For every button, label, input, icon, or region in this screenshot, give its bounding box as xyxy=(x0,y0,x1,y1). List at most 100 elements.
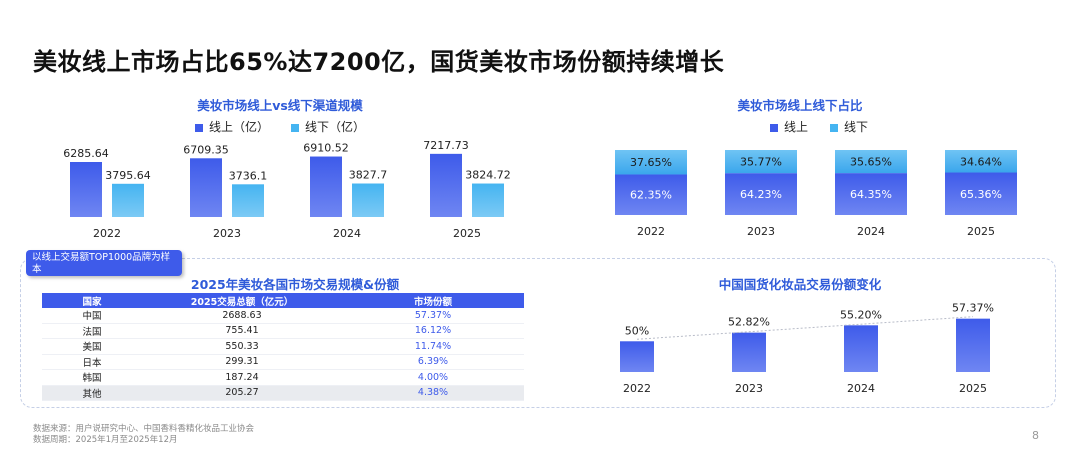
data-label: 37.65% xyxy=(630,156,672,169)
cell-share: 4.38% xyxy=(342,385,524,401)
data-label: 52.82% xyxy=(728,316,770,329)
bar-offline-2024 xyxy=(352,183,384,217)
source-line-1: 数据来源：用户说研究中心、中国香料香精化妆品工业协会 xyxy=(33,424,255,434)
data-label: 7217.73 xyxy=(423,139,469,152)
cell-amount: 550.33 xyxy=(142,338,342,355)
legend-offline-label: 线下（亿） xyxy=(305,120,366,134)
bar-offline-2022 xyxy=(615,150,687,175)
header-amount: 2025交易总额（亿元） xyxy=(142,293,342,308)
cell-share: 16.12% xyxy=(342,323,524,339)
data-label: 34.64% xyxy=(960,155,1002,168)
bar-offline-2024 xyxy=(835,150,907,174)
data-label: 3795.64 xyxy=(105,169,151,182)
cell-amount: 299.31 xyxy=(142,354,342,370)
table-row: 日本 299.31 6.39% xyxy=(42,354,524,370)
sample-note-badge: 以线上交易额TOP1000品牌为样本 xyxy=(26,250,182,276)
bar-online-2023 xyxy=(190,158,222,217)
source-note: 数据来源：用户说研究中心、中国香料香精化妆品工业协会 数据周期：2025年1月至… xyxy=(33,424,254,446)
legend-offline: 线下（亿） xyxy=(291,118,365,135)
cell-country: 其他 xyxy=(42,385,142,401)
cell-share: 4.00% xyxy=(342,369,524,386)
cell-amount: 187.24 xyxy=(142,369,342,386)
x-tick-label: 2023 xyxy=(747,225,775,238)
cell-amount: 2688.63 xyxy=(142,308,342,324)
cell-share: 11.74% xyxy=(342,338,524,355)
data-label: 65.36% xyxy=(960,188,1002,201)
cell-share: 6.39% xyxy=(342,354,524,370)
table-row: 美国 550.33 11.74% xyxy=(42,338,524,355)
bar-online-2025 xyxy=(430,153,462,217)
table-row: 法国 755.41 16.12% xyxy=(42,323,524,339)
cell-share: 57.37% xyxy=(342,308,524,324)
bar-offline-2022 xyxy=(112,183,144,217)
table-row: 中国 2688.63 57.37% xyxy=(42,308,524,324)
bar-online-2025 xyxy=(945,172,1017,215)
chart3-title: 中国国货化妆品交易份额变化 xyxy=(718,277,882,292)
legend2-offline-label: 线下 xyxy=(844,120,869,134)
bar-offline-2025 xyxy=(472,183,504,217)
legend2-online-label: 线上 xyxy=(784,120,809,134)
data-label: 35.65% xyxy=(850,156,892,169)
x-tick-label: 2025 xyxy=(959,382,987,395)
data-label: 50% xyxy=(625,324,649,337)
chart2-legend: 线上 线下 xyxy=(770,118,868,135)
bar-domestic-2023 xyxy=(732,332,766,372)
cell-country: 美国 xyxy=(42,338,142,355)
data-label: 3824.72 xyxy=(465,169,511,182)
market-table: 国家 2025交易总额（亿元） 市场份额 中国 2688.63 57.37% 法国 7… xyxy=(42,293,524,401)
x-tick-label: 2022 xyxy=(93,227,121,240)
legend-offline-swatch xyxy=(291,123,300,132)
table-row: 其他 205.27 4.38% xyxy=(42,385,524,401)
trend-line xyxy=(636,316,974,340)
x-tick-label: 2024 xyxy=(847,382,875,395)
bar-offline-2023 xyxy=(725,150,797,174)
x-tick-label: 2023 xyxy=(735,382,763,395)
x-tick-label: 2024 xyxy=(857,225,885,238)
page-number: 8 xyxy=(1032,429,1039,442)
data-label: 6285.64 xyxy=(63,147,109,160)
bar-online-2024 xyxy=(835,173,907,215)
source-line-2: 数据周期：2025年1月至2025年12月 xyxy=(33,435,178,445)
bar-online-2022 xyxy=(615,174,687,215)
bar-domestic-2025 xyxy=(956,318,990,372)
x-tick-label: 2024 xyxy=(333,227,361,240)
legend2-offline: 线下 xyxy=(830,118,868,135)
x-tick-label: 2022 xyxy=(637,225,665,238)
bar-domestic-2022 xyxy=(620,341,654,372)
data-label: 3736.1 xyxy=(229,169,268,182)
data-label: 6709.35 xyxy=(183,143,229,156)
table-header-row: 国家 2025交易总额（亿元） 市场份额 xyxy=(42,293,524,308)
chart2-share: 37.65% 62.35% 2022 35.77% 64.23% 2023 35.65% 64… xyxy=(615,150,1017,238)
data-label: 57.37% xyxy=(952,302,994,315)
bar-online-2023 xyxy=(725,173,797,215)
cell-amount: 755.41 xyxy=(142,323,342,339)
lower-panel xyxy=(20,258,1056,408)
chart2-title: 美妆市场线上线下占比 xyxy=(737,98,863,113)
legend2-online-swatch xyxy=(770,123,778,132)
x-tick-label: 2023 xyxy=(213,227,241,240)
x-tick-label: 2025 xyxy=(967,225,995,238)
data-label: 62.35% xyxy=(630,189,672,202)
data-label: 35.77% xyxy=(740,156,782,169)
legend-online-swatch xyxy=(195,123,203,132)
data-label: 55.20% xyxy=(840,308,882,321)
header-country: 国家 xyxy=(42,293,142,308)
bar-offline-2025 xyxy=(945,150,1017,173)
data-label: 3827.7 xyxy=(349,169,388,182)
cell-country: 中国 xyxy=(42,308,142,324)
table-row: 韩国 187.24 4.00% xyxy=(42,369,524,386)
bar-online-2022 xyxy=(70,162,102,217)
chart1-legend: 线上（亿） 线下（亿） xyxy=(195,118,365,135)
bar-offline-2023 xyxy=(232,184,264,217)
x-tick-label: 2025 xyxy=(453,227,481,240)
bar-domestic-2024 xyxy=(844,325,878,372)
cell-amount: 205.27 xyxy=(142,385,342,401)
data-label: 64.23% xyxy=(740,188,782,201)
legend-online-label: 线上（亿） xyxy=(209,120,270,134)
cell-country: 法国 xyxy=(42,323,142,339)
header-share: 市场份额 xyxy=(342,293,524,308)
data-label: 6910.52 xyxy=(303,142,349,155)
data-label: 64.35% xyxy=(850,188,892,201)
x-tick-label: 2022 xyxy=(623,382,651,395)
